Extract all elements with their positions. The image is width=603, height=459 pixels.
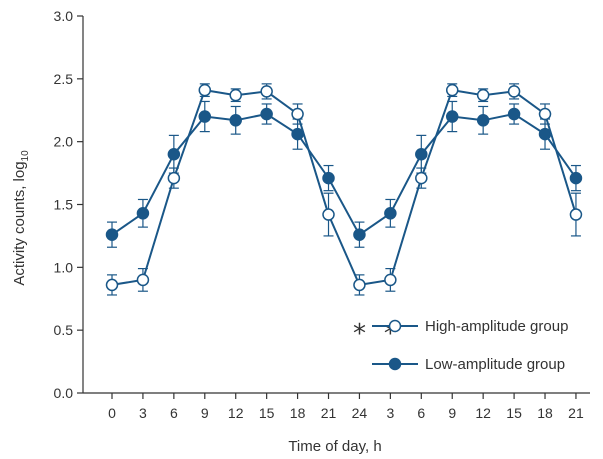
plot-area bbox=[105, 83, 583, 296]
y-tick-label: 1.0 bbox=[54, 259, 74, 275]
legend-swatch-marker bbox=[388, 357, 402, 371]
x-tick-label: 6 bbox=[417, 405, 425, 421]
y-tick-label: 0.5 bbox=[54, 322, 74, 338]
legend-label: High-amplitude group bbox=[425, 318, 568, 335]
significance-asterisk: * bbox=[353, 319, 366, 349]
low-amplitude-point bbox=[415, 147, 428, 161]
low-amplitude-point bbox=[291, 127, 304, 141]
high-amplitude-point bbox=[136, 273, 150, 287]
y-tick-label: 0.0 bbox=[54, 385, 74, 401]
low-amplitude-point bbox=[105, 228, 119, 241]
x-tick-label: 6 bbox=[170, 405, 178, 421]
low-amplitude-point bbox=[353, 228, 366, 241]
x-tick-label: 18 bbox=[537, 405, 553, 421]
x-tick-label: 3 bbox=[386, 405, 394, 421]
low-amplitude-point bbox=[198, 110, 212, 123]
x-tick-label: 12 bbox=[475, 405, 491, 421]
low-amplitude-point bbox=[136, 207, 150, 220]
low-amplitude-point bbox=[507, 107, 521, 121]
low-amplitude-point bbox=[322, 171, 335, 185]
x-tick-label: 21 bbox=[568, 405, 584, 421]
low-amplitude-point bbox=[260, 107, 273, 121]
axes bbox=[82, 16, 590, 394]
high-amplitude-point bbox=[507, 85, 521, 98]
low-amplitude-point bbox=[476, 114, 490, 127]
high-amplitude-point bbox=[476, 88, 490, 102]
low-amplitude-point bbox=[229, 114, 242, 127]
high-amplitude-point bbox=[291, 107, 304, 121]
x-axis-title: Time of day, h bbox=[288, 438, 381, 455]
high-amplitude-point bbox=[322, 208, 335, 221]
legend-item-high-amplitude: High-amplitude group bbox=[372, 318, 568, 335]
x-tick-label: 12 bbox=[228, 405, 244, 421]
high-amplitude-point bbox=[538, 107, 552, 121]
y-axis-title-main: Activity counts, log bbox=[11, 161, 28, 285]
x-tick-label: 3 bbox=[139, 405, 147, 421]
high-amplitude-point bbox=[198, 83, 212, 97]
legend: High-amplitude group Low-amplitude group bbox=[372, 318, 568, 373]
high-amplitude-point bbox=[353, 278, 366, 292]
low-amplitude-point bbox=[384, 207, 397, 220]
x-tick-label: 15 bbox=[259, 405, 275, 421]
high-amplitude-point bbox=[105, 278, 119, 292]
x-tick-label: 24 bbox=[352, 405, 368, 421]
y-axis-title: Activity counts, log10 bbox=[11, 150, 31, 286]
low-amplitude-line bbox=[111, 112, 577, 237]
x-tick-label: 18 bbox=[290, 405, 306, 421]
x-tick-label: 0 bbox=[108, 405, 116, 421]
high-amplitude-point bbox=[260, 85, 273, 98]
legend-label: Low-amplitude group bbox=[425, 356, 565, 373]
series-high-amplitude bbox=[105, 83, 583, 296]
legend-swatch-marker bbox=[388, 319, 402, 333]
y-axis-ticks: 0.0 0.5 1.0 1.5 2.0 2.5 3.0 bbox=[54, 8, 83, 401]
low-amplitude-point bbox=[538, 127, 552, 141]
high-amplitude-point bbox=[569, 208, 583, 221]
x-tick-label: 9 bbox=[201, 405, 209, 421]
high-amplitude-point bbox=[384, 273, 397, 287]
high-amplitude-point bbox=[445, 83, 459, 97]
y-tick-label: 3.0 bbox=[54, 8, 74, 24]
high-amplitude-point bbox=[415, 171, 428, 185]
x-tick-label: 9 bbox=[448, 405, 456, 421]
legend-item-low-amplitude: Low-amplitude group bbox=[372, 356, 565, 373]
low-amplitude-point bbox=[569, 171, 583, 185]
high-amplitude-point bbox=[229, 88, 242, 102]
high-amplitude-line bbox=[111, 88, 577, 287]
low-amplitude-point bbox=[445, 110, 459, 123]
x-axis-ticks: 0 3 6 9 12 15 18 21 24 3 6 9 12 15 18 21 bbox=[108, 393, 584, 421]
x-tick-label: 21 bbox=[321, 405, 337, 421]
y-tick-label: 2.0 bbox=[54, 134, 74, 150]
y-axis-title-subscript: 10 bbox=[20, 150, 31, 162]
low-amplitude-point bbox=[167, 147, 181, 161]
x-tick-label: 15 bbox=[506, 405, 522, 421]
high-amplitude-point bbox=[167, 171, 181, 185]
y-tick-label: 2.5 bbox=[54, 71, 74, 87]
y-tick-label: 1.5 bbox=[54, 197, 74, 213]
